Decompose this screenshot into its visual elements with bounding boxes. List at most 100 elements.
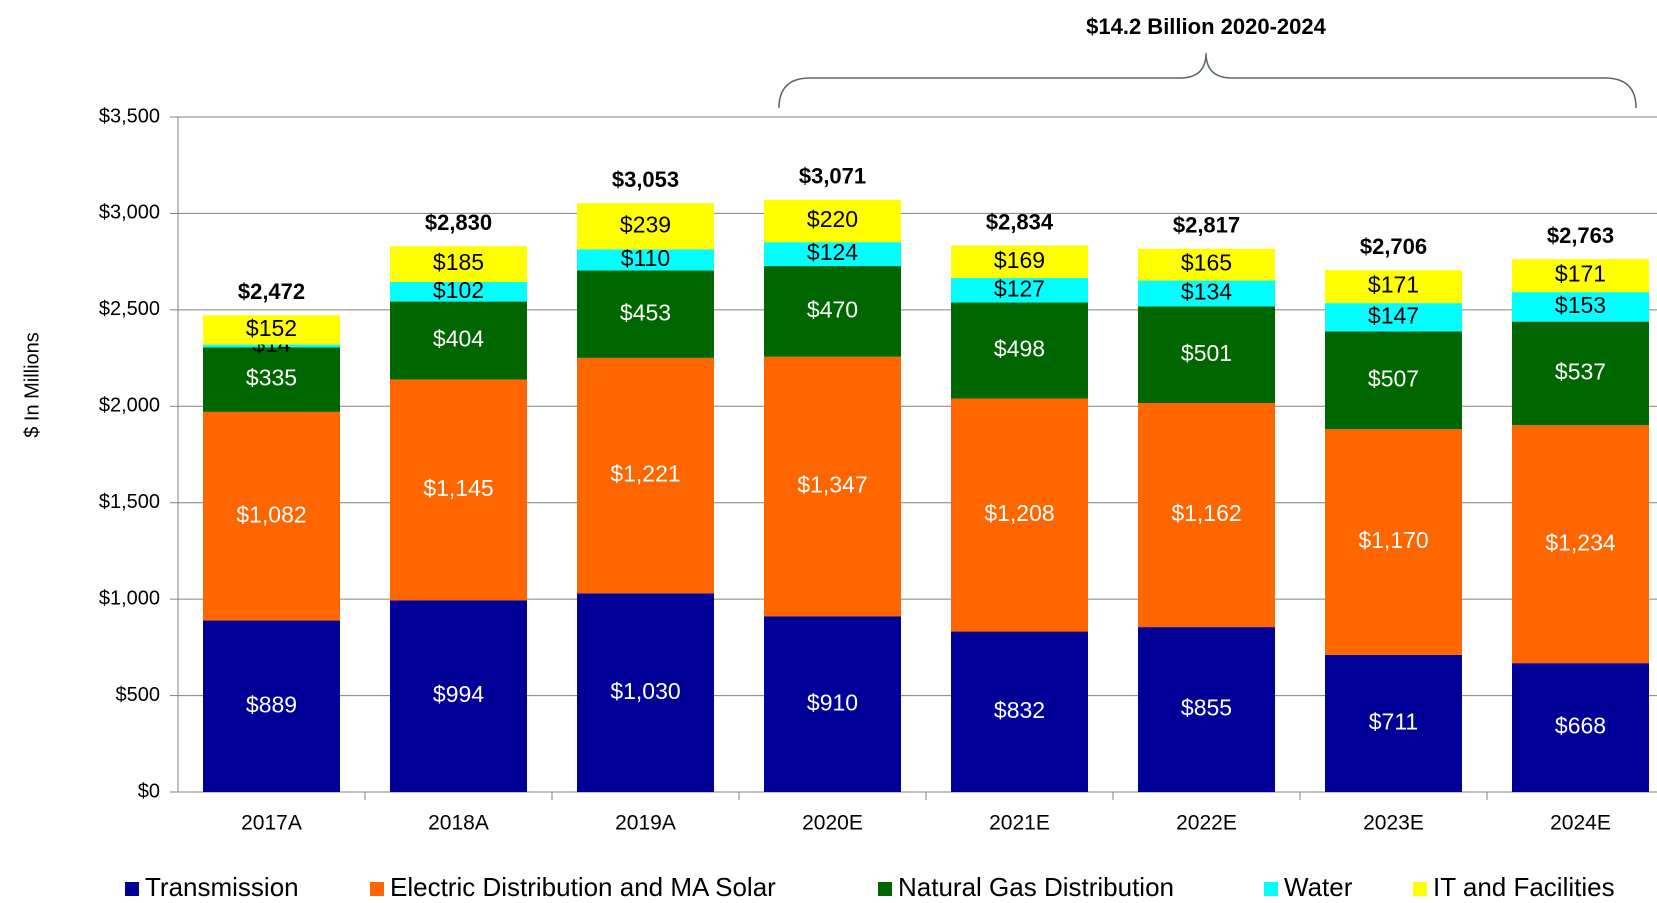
bar-segment: [1512, 663, 1649, 792]
data-label: $501: [1181, 340, 1232, 366]
y-tick-label: $3,500: [99, 105, 160, 127]
bar-segment: [577, 270, 714, 358]
bar-segment: [390, 301, 527, 380]
x-tick-label: 2022E: [1176, 812, 1237, 835]
legend-swatch: [370, 882, 384, 896]
bar-segment: [1325, 270, 1462, 304]
bar-segment: [951, 245, 1088, 279]
bar-segment: [1325, 429, 1462, 655]
data-label: $335: [246, 365, 297, 391]
data-label: $994: [433, 681, 484, 707]
bar-segment: [1138, 248, 1275, 281]
bar-segment: [577, 203, 714, 250]
bar-segment: [951, 631, 1088, 792]
legend-label: Natural Gas Distribution: [898, 872, 1174, 902]
bar-segment: [764, 616, 901, 792]
annotation: $14.2 Billion 2020-2024: [1086, 14, 1326, 39]
y-tick-label: $1,000: [99, 587, 160, 609]
bar-segment: [203, 620, 340, 792]
total-label: $2,763: [1547, 223, 1614, 248]
data-label: $185: [433, 249, 484, 275]
total-label: $2,817: [1173, 213, 1240, 238]
x-tick-label: 2024E: [1550, 812, 1611, 835]
data-label: $239: [620, 211, 671, 237]
bar-segment: [951, 302, 1088, 399]
legend-swatch: [1264, 882, 1278, 896]
legend-swatch: [1413, 882, 1427, 896]
data-label: $1,145: [423, 475, 493, 501]
bar-segment: [1512, 292, 1649, 322]
bar-segment: [1325, 303, 1462, 332]
data-label: $711: [1369, 709, 1418, 735]
data-label: $127: [994, 275, 1045, 301]
bar-segment: [390, 379, 527, 601]
bar-segment: [1138, 306, 1275, 404]
data-label: $1,030: [610, 678, 680, 704]
bar-segment: [203, 347, 340, 412]
data-label: $668: [1555, 713, 1606, 739]
total-label: $2,472: [238, 279, 305, 304]
data-label: $1,221: [610, 461, 680, 487]
bar-segment: [390, 281, 527, 302]
data-label: $1,208: [984, 500, 1054, 526]
x-tick-label: 2019A: [615, 812, 676, 835]
legend-swatch: [878, 882, 892, 896]
data-label: $889: [246, 691, 297, 717]
legend-label: Electric Distribution and MA Solar: [390, 872, 776, 902]
legend-swatch: [125, 882, 139, 896]
y-axis-label: $ In Millions: [21, 332, 43, 438]
data-label: $832: [994, 697, 1045, 723]
bar-segment: [577, 249, 714, 271]
bar-segment: [1138, 627, 1275, 792]
total-label: $3,053: [612, 167, 679, 192]
y-tick-label: $2,000: [99, 395, 160, 417]
data-label: $453: [620, 299, 671, 325]
bar-segment: [390, 246, 527, 282]
y-tick-label: $500: [116, 684, 161, 706]
data-label: $1,082: [236, 501, 306, 527]
bar-segment: [764, 199, 901, 243]
legend-label: IT and Facilities: [1433, 872, 1615, 902]
bar-segment: [203, 344, 340, 348]
data-label: $165: [1181, 250, 1232, 276]
bar-segment: [764, 356, 901, 617]
data-label: $152: [246, 315, 297, 341]
data-label: $124: [807, 239, 858, 265]
data-label: $470: [807, 296, 858, 322]
y-tick-label: $0: [138, 780, 160, 802]
bar-segment: [577, 593, 714, 792]
x-tick-label: 2021E: [989, 812, 1050, 835]
bar-segment: [1325, 331, 1462, 430]
data-label: $537: [1555, 358, 1606, 384]
bar-segment: [1325, 654, 1462, 792]
data-label: $169: [994, 247, 1045, 273]
x-tick-label: 2018A: [428, 812, 489, 835]
data-label: $220: [807, 206, 858, 232]
x-tick-label: 2017A: [241, 812, 302, 835]
data-label: $1,234: [1545, 529, 1616, 555]
data-label: $404: [433, 326, 484, 352]
bar-segment: [577, 357, 714, 594]
bar-segment: [1512, 321, 1649, 426]
y-tick-label: $2,500: [99, 298, 160, 320]
bar-segment: [764, 266, 901, 357]
data-label: $134: [1181, 279, 1232, 305]
data-label: $171: [1368, 272, 1419, 298]
total-label: $2,834: [986, 209, 1054, 234]
data-label: $910: [807, 689, 858, 715]
bar-segment: [1512, 425, 1649, 664]
brace: [778, 52, 1637, 109]
data-label: $153: [1555, 292, 1606, 318]
bar-segment: [1138, 403, 1275, 628]
data-label: $110: [621, 245, 670, 271]
bar-segment: [951, 278, 1088, 303]
total-label: $3,071: [799, 164, 866, 189]
x-tick-label: 2023E: [1363, 812, 1424, 835]
legend-label: Water: [1284, 872, 1353, 902]
data-label: $498: [994, 336, 1045, 362]
y-tick-label: $3,000: [99, 202, 160, 224]
total-label: $2,830: [425, 210, 492, 235]
x-tick-label: 2020E: [802, 812, 863, 835]
data-label: $1,170: [1358, 527, 1428, 553]
